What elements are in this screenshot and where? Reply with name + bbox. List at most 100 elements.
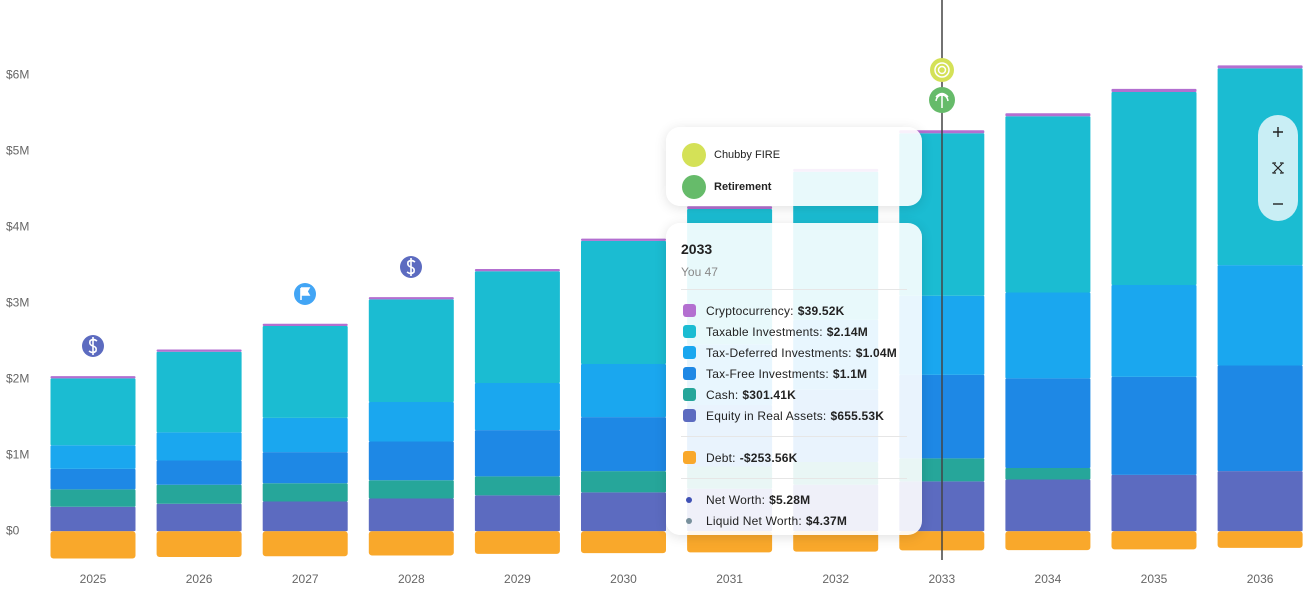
tooltip: 2033 You 47 Cryptocurrency: $39.52K Taxabl…	[666, 223, 922, 535]
bar-segment	[474, 430, 560, 477]
x-tick-label: 2028	[398, 572, 425, 586]
bar-segment	[581, 417, 666, 472]
bar-segment	[1005, 479, 1091, 532]
zoom-fit[interactable]	[1272, 162, 1284, 174]
bar-segment	[156, 432, 242, 461]
bar-segment	[50, 468, 136, 490]
row-value: $1.1M	[832, 366, 868, 381]
palm-icon	[682, 175, 706, 199]
bar-segment	[1217, 265, 1303, 366]
bar-segment	[1005, 292, 1091, 379]
tooltip-items: Cryptocurrency: $39.52K Taxable Investment…	[681, 300, 907, 426]
milestone-icons	[82, 58, 955, 357]
bar-segment	[1111, 91, 1197, 285]
bar-segment	[368, 441, 454, 481]
row-value: $4.37M	[805, 513, 848, 528]
tooltip-totals: Net Worth: $5.28M Liquid Net Worth: $4.37M	[681, 489, 907, 531]
bar-segment	[50, 531, 136, 559]
bar-segment	[156, 349, 242, 352]
row-label: Taxable Investments:	[706, 324, 823, 339]
x-tick-label: 2032	[822, 572, 849, 586]
bar-segment	[581, 492, 666, 532]
x-tick-label: 2033	[928, 572, 955, 586]
milestone-row[interactable]: Retirement	[682, 171, 906, 203]
row-label: Tax-Free Investments:	[706, 366, 829, 381]
zoom-control	[1258, 115, 1298, 221]
tooltip-title: 2033	[681, 241, 713, 257]
tooltip-row: Tax-Deferred Investments: $1.04M	[681, 342, 907, 363]
bar-segment	[1005, 116, 1091, 293]
y-tick-label: $3M	[6, 295, 29, 309]
milestone-row[interactable]: Chubby FIRE	[682, 139, 906, 171]
row-label: Equity in Real Assets:	[706, 408, 827, 423]
row-label: Cash:	[706, 387, 739, 402]
x-tick-label: 2030	[610, 572, 637, 586]
row-label: Net Worth:	[706, 492, 766, 507]
bar-segment	[581, 531, 666, 554]
x-tick-label: 2026	[186, 572, 213, 586]
bar-segment	[156, 484, 242, 504]
swatch	[683, 388, 696, 401]
bar-segment	[368, 401, 454, 442]
row-label: Tax-Deferred Investments:	[706, 345, 852, 360]
bar-segment	[1217, 531, 1303, 548]
x-tick-label: 2035	[1141, 572, 1168, 586]
bar-segment	[793, 531, 879, 552]
bar-segment	[368, 297, 454, 300]
tooltip-row: Cryptocurrency: $39.52K	[681, 300, 907, 321]
bar-segment	[1111, 88, 1197, 92]
tooltip-row: Tax-Free Investments: $1.1M	[681, 363, 907, 384]
row-value: $301.41K	[742, 387, 797, 402]
x-tick-label: 2027	[292, 572, 319, 586]
bar-segment	[156, 460, 242, 485]
tooltip-row: Net Worth: $5.28M	[681, 489, 907, 510]
bar-segment	[156, 351, 242, 433]
swatch	[683, 451, 696, 464]
swatch	[683, 304, 696, 317]
swatch	[683, 409, 696, 422]
icon-glyph	[406, 258, 416, 276]
milestone-label: Retirement	[714, 181, 772, 193]
bar-segment	[581, 363, 666, 418]
bar-segment	[687, 531, 773, 553]
bar-segment	[262, 325, 348, 418]
bar-segment	[1005, 113, 1091, 117]
bar-segment	[262, 501, 348, 532]
target-icon[interactable]	[930, 58, 954, 82]
bar-segment	[368, 480, 454, 499]
bar-segment	[1217, 65, 1303, 69]
icon-glyph	[937, 65, 947, 75]
bar-segment	[1111, 531, 1197, 550]
bar-segment	[1005, 378, 1091, 469]
swatch	[683, 325, 696, 338]
bar-segment	[368, 498, 454, 532]
bar-segment	[262, 531, 348, 557]
swatch	[683, 367, 696, 380]
bar-segment	[1217, 365, 1303, 472]
y-tick-label: $0	[6, 523, 20, 537]
bar-segment	[262, 417, 348, 453]
bar-segment	[1005, 531, 1091, 551]
row-value: $2.14M	[826, 324, 868, 339]
bar-segment	[1005, 468, 1091, 480]
row-label: Debt:	[706, 450, 736, 465]
icon-glyph	[935, 92, 949, 108]
x-tick-label: 2034	[1035, 572, 1062, 586]
x-tick-label: 2031	[716, 572, 743, 586]
row-value: $39.52K	[797, 303, 845, 318]
milestone-label: Chubby FIRE	[714, 149, 781, 161]
dot	[686, 517, 692, 524]
zoom-in[interactable]	[1273, 127, 1283, 137]
row-value: $5.28M	[769, 492, 811, 507]
row-label: Cryptocurrency:	[706, 303, 794, 318]
bar-segment	[474, 495, 560, 532]
bar-segment	[368, 299, 454, 402]
bar-segment	[474, 271, 560, 383]
bar-segment	[1111, 474, 1197, 532]
bar-segment	[262, 452, 348, 484]
bar-segment	[156, 531, 242, 557]
tooltip-row: Debt: -$253.56K	[681, 447, 907, 468]
tooltip-subtitle: You 47	[681, 265, 718, 279]
separator	[681, 436, 907, 437]
